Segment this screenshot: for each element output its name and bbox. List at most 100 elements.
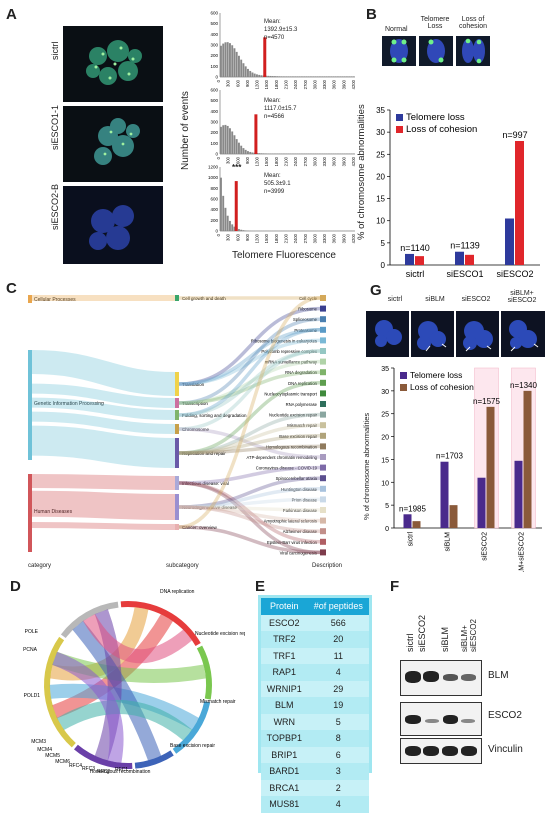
- panel-label-f: F: [390, 578, 399, 595]
- hist-xtick: 3600: [332, 79, 337, 89]
- hist-xtick: 1800: [274, 156, 279, 166]
- hist-bar: [290, 153, 292, 154]
- hist-ytick: 0: [215, 75, 218, 80]
- description-node: [320, 475, 326, 481]
- hist-bar: [225, 125, 227, 154]
- description-node: [320, 486, 326, 492]
- hist-xtick: 3000: [312, 233, 317, 243]
- hist-bar: [301, 153, 303, 154]
- hist-xtick: 3000: [312, 79, 317, 89]
- hist-bar: [261, 153, 263, 154]
- hist-xtick: 3000: [312, 156, 317, 166]
- hist-mean-bar: [235, 181, 238, 231]
- hist-bar: [238, 143, 240, 154]
- hist-mean-bar: [263, 37, 266, 77]
- hist-bar: [225, 42, 227, 77]
- hist3-significance: ***: [232, 163, 241, 172]
- subcategory-node: [175, 295, 179, 301]
- hist-bar: [240, 146, 242, 154]
- hist-bar: [326, 76, 328, 77]
- bar-loss-of-cohesion: [450, 505, 458, 528]
- hist-bar: [276, 76, 278, 77]
- hist-mean-bar: [254, 114, 257, 154]
- hist-bar: [353, 153, 355, 154]
- y-tick-label: 25: [376, 150, 385, 159]
- description-node: [320, 422, 326, 428]
- hist-ytick: 100: [210, 64, 218, 69]
- hist-bar: [274, 153, 276, 154]
- hist-bar: [285, 153, 287, 154]
- bar-loss-of-cohesion: [465, 255, 474, 265]
- bar-loss-of-cohesion: [487, 407, 495, 528]
- bar-telomere-loss: [455, 252, 464, 265]
- n-annotation: n=1985: [399, 504, 426, 513]
- hist-bar: [342, 76, 344, 77]
- hist-xtick: 3900: [341, 156, 346, 166]
- peptide-count-cell: 4: [308, 796, 369, 813]
- bar-telomere-loss: [505, 219, 514, 266]
- hist-bar: [243, 230, 245, 231]
- protein-cell: BARD1: [261, 763, 308, 780]
- hist-ytick: 200: [210, 130, 218, 135]
- hist-bar: [236, 52, 238, 77]
- subcategory-node: [175, 398, 179, 408]
- hist-xtick: 3900: [341, 233, 346, 243]
- hist-bar: [290, 76, 292, 77]
- peptide-count-cell: 6: [308, 747, 369, 764]
- f-lane-combo: siBLM+ siESCO2: [460, 592, 478, 652]
- hist-bar: [337, 76, 339, 77]
- y-tick-label: 35: [381, 366, 389, 373]
- panel-a-micrographs: [63, 26, 163, 264]
- hist-xtick: 300: [226, 233, 231, 241]
- protein-cell: MUS81: [261, 796, 308, 813]
- hist-xtick: 300: [226, 156, 231, 164]
- hist-bar: [229, 128, 231, 154]
- hist-bar: [261, 75, 263, 77]
- hist-bar: [303, 153, 305, 154]
- hist-bar: [283, 76, 285, 77]
- hist-bar: [274, 76, 276, 77]
- bar-telomere-loss: [404, 514, 412, 528]
- hist-bar: [227, 42, 229, 77]
- flow-link: [32, 362, 175, 384]
- hist-bar: [270, 76, 272, 77]
- f-lane-siblm: siBLM: [440, 627, 450, 652]
- description-node: [320, 359, 326, 365]
- hist-bar: [297, 76, 299, 77]
- hist-bar: [252, 152, 254, 154]
- description-node: [320, 518, 326, 524]
- hist-bar: [279, 153, 281, 154]
- protein-cell: WRN: [261, 714, 308, 731]
- protein-cell: ESCO2: [261, 615, 308, 632]
- hist-xtick: 2400: [293, 233, 298, 243]
- hist-bar: [319, 76, 321, 77]
- peptide-count-cell: 20: [308, 631, 369, 648]
- chord-label: MCM4: [37, 747, 52, 753]
- bar-telomere-loss: [405, 254, 414, 265]
- b-img-label-telomere: Telomere Loss: [417, 16, 453, 30]
- hist-xtick: 0: [216, 156, 221, 159]
- hist-xtick: 1800: [274, 79, 279, 89]
- legend-label: Loss of cohesion: [410, 382, 474, 392]
- blot-vinculin: [400, 738, 482, 764]
- hist-bar: [220, 178, 222, 231]
- hist-ytick: 0: [215, 229, 218, 234]
- y-tick-label: 0: [385, 526, 389, 533]
- chord-label: Mismatch repair: [200, 699, 236, 705]
- hist-ytick: 500: [210, 98, 218, 103]
- hist-bar: [249, 71, 251, 77]
- hist-xtick: 3900: [341, 79, 346, 89]
- category-node: [28, 350, 32, 460]
- legend-label: Telomere loss: [406, 112, 465, 123]
- hist-xtick: 1200: [255, 156, 260, 166]
- description-node: [320, 401, 326, 407]
- hist-bar: [308, 153, 310, 154]
- hist-xtick: 2700: [303, 156, 308, 166]
- hist-bar: [344, 76, 346, 77]
- category-node: [28, 474, 32, 552]
- legend-swatch: [396, 126, 403, 133]
- hist-bar: [236, 139, 238, 154]
